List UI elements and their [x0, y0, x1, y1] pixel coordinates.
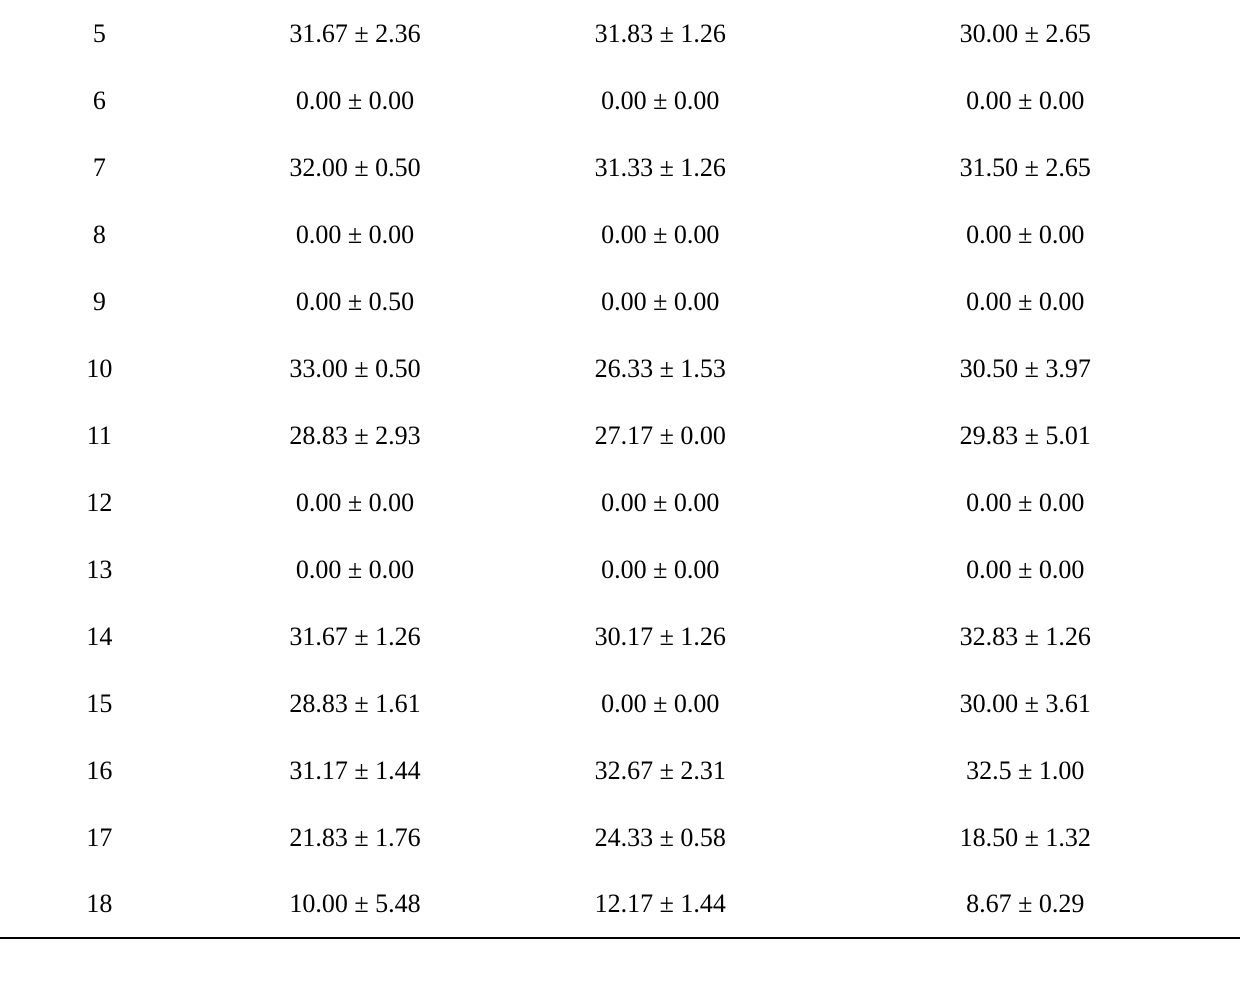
data-table-body: 5 31.67 ± 2.36 31.83 ± 1.26 30.00 ± 2.65…	[0, 0, 1240, 938]
row-id-cell: 11	[0, 402, 200, 469]
value-cell-a: 33.00 ± 0.50	[200, 335, 510, 402]
value-cell-a: 0.00 ± 0.00	[200, 469, 510, 536]
value-cell-c: 0.00 ± 0.00	[810, 268, 1240, 335]
table-row: 15 28.83 ± 1.61 0.00 ± 0.00 30.00 ± 3.61	[0, 670, 1240, 737]
data-table: 5 31.67 ± 2.36 31.83 ± 1.26 30.00 ± 2.65…	[0, 0, 1240, 939]
value-cell-b: 27.17 ± 0.00	[510, 402, 810, 469]
data-table-container: 5 31.67 ± 2.36 31.83 ± 1.26 30.00 ± 2.65…	[0, 0, 1240, 939]
value-cell-a: 21.83 ± 1.76	[200, 804, 510, 871]
value-cell-c: 30.00 ± 2.65	[810, 0, 1240, 67]
value-cell-b: 31.33 ± 1.26	[510, 134, 810, 201]
value-cell-a: 0.00 ± 0.00	[200, 201, 510, 268]
table-row: 5 31.67 ± 2.36 31.83 ± 1.26 30.00 ± 2.65	[0, 0, 1240, 67]
row-id-cell: 8	[0, 201, 200, 268]
value-cell-c: 29.83 ± 5.01	[810, 402, 1240, 469]
table-row: 11 28.83 ± 2.93 27.17 ± 0.00 29.83 ± 5.0…	[0, 402, 1240, 469]
value-cell-a: 0.00 ± 0.00	[200, 536, 510, 603]
value-cell-a: 28.83 ± 1.61	[200, 670, 510, 737]
value-cell-c: 0.00 ± 0.00	[810, 67, 1240, 134]
value-cell-c: 18.50 ± 1.32	[810, 804, 1240, 871]
table-row: 14 31.67 ± 1.26 30.17 ± 1.26 32.83 ± 1.2…	[0, 603, 1240, 670]
value-cell-b: 0.00 ± 0.00	[510, 536, 810, 603]
row-id-cell: 17	[0, 804, 200, 871]
value-cell-a: 31.17 ± 1.44	[200, 737, 510, 804]
table-row: 6 0.00 ± 0.00 0.00 ± 0.00 0.00 ± 0.00	[0, 67, 1240, 134]
value-cell-c: 32.5 ± 1.00	[810, 737, 1240, 804]
value-cell-c: 0.00 ± 0.00	[810, 469, 1240, 536]
table-row: 12 0.00 ± 0.00 0.00 ± 0.00 0.00 ± 0.00	[0, 469, 1240, 536]
value-cell-c: 30.50 ± 3.97	[810, 335, 1240, 402]
table-row: 18 10.00 ± 5.48 12.17 ± 1.44 8.67 ± 0.29	[0, 871, 1240, 938]
value-cell-a: 32.00 ± 0.50	[200, 134, 510, 201]
value-cell-c: 31.50 ± 2.65	[810, 134, 1240, 201]
value-cell-b: 0.00 ± 0.00	[510, 670, 810, 737]
table-row: 9 0.00 ± 0.50 0.00 ± 0.00 0.00 ± 0.00	[0, 268, 1240, 335]
value-cell-b: 12.17 ± 1.44	[510, 871, 810, 938]
value-cell-a: 31.67 ± 2.36	[200, 0, 510, 67]
value-cell-b: 0.00 ± 0.00	[510, 469, 810, 536]
value-cell-c: 0.00 ± 0.00	[810, 201, 1240, 268]
value-cell-b: 0.00 ± 0.00	[510, 67, 810, 134]
row-id-cell: 10	[0, 335, 200, 402]
row-id-cell: 15	[0, 670, 200, 737]
value-cell-a: 0.00 ± 0.50	[200, 268, 510, 335]
table-row: 7 32.00 ± 0.50 31.33 ± 1.26 31.50 ± 2.65	[0, 134, 1240, 201]
value-cell-c: 32.83 ± 1.26	[810, 603, 1240, 670]
value-cell-b: 26.33 ± 1.53	[510, 335, 810, 402]
value-cell-a: 31.67 ± 1.26	[200, 603, 510, 670]
value-cell-a: 10.00 ± 5.48	[200, 871, 510, 938]
value-cell-b: 32.67 ± 2.31	[510, 737, 810, 804]
value-cell-b: 30.17 ± 1.26	[510, 603, 810, 670]
value-cell-c: 30.00 ± 3.61	[810, 670, 1240, 737]
row-id-cell: 6	[0, 67, 200, 134]
value-cell-a: 28.83 ± 2.93	[200, 402, 510, 469]
row-id-cell: 18	[0, 871, 200, 938]
row-id-cell: 16	[0, 737, 200, 804]
row-id-cell: 5	[0, 0, 200, 67]
table-row: 8 0.00 ± 0.00 0.00 ± 0.00 0.00 ± 0.00	[0, 201, 1240, 268]
value-cell-b: 24.33 ± 0.58	[510, 804, 810, 871]
row-id-cell: 13	[0, 536, 200, 603]
table-row: 13 0.00 ± 0.00 0.00 ± 0.00 0.00 ± 0.00	[0, 536, 1240, 603]
row-id-cell: 12	[0, 469, 200, 536]
table-row: 17 21.83 ± 1.76 24.33 ± 0.58 18.50 ± 1.3…	[0, 804, 1240, 871]
value-cell-c: 8.67 ± 0.29	[810, 871, 1240, 938]
value-cell-b: 0.00 ± 0.00	[510, 268, 810, 335]
table-row: 16 31.17 ± 1.44 32.67 ± 2.31 32.5 ± 1.00	[0, 737, 1240, 804]
value-cell-b: 31.83 ± 1.26	[510, 0, 810, 67]
row-id-cell: 14	[0, 603, 200, 670]
value-cell-a: 0.00 ± 0.00	[200, 67, 510, 134]
table-row: 10 33.00 ± 0.50 26.33 ± 1.53 30.50 ± 3.9…	[0, 335, 1240, 402]
row-id-cell: 7	[0, 134, 200, 201]
value-cell-c: 0.00 ± 0.00	[810, 536, 1240, 603]
row-id-cell: 9	[0, 268, 200, 335]
value-cell-b: 0.00 ± 0.00	[510, 201, 810, 268]
